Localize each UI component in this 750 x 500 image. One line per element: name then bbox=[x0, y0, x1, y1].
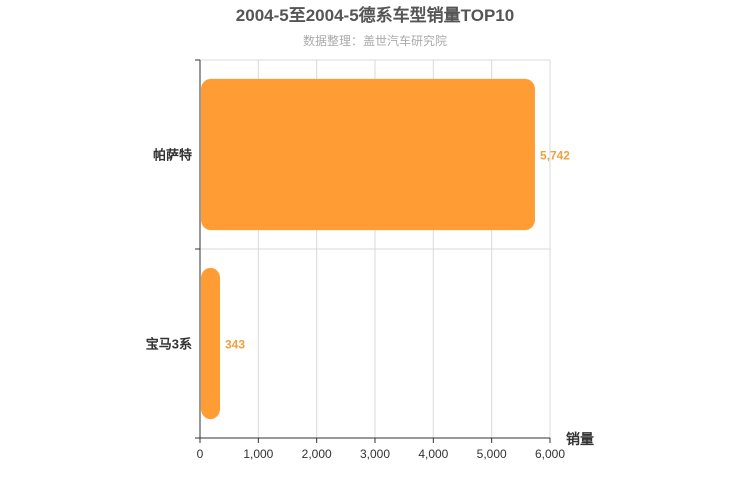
chart-title: 2004-5至2004-5德系车型销量TOP10 bbox=[236, 5, 514, 25]
x-tick-label: 6,000 bbox=[535, 447, 565, 461]
bars bbox=[201, 78, 535, 420]
value-label: 343 bbox=[225, 338, 245, 352]
category-label: 帕萨特 bbox=[153, 148, 192, 163]
x-tick-label: 1,000 bbox=[243, 447, 273, 461]
x-tick-label: 0 bbox=[197, 447, 204, 461]
x-tick-label: 5,000 bbox=[477, 447, 507, 461]
value-labels: 5,742 343 bbox=[225, 149, 570, 352]
x-tick-label: 3,000 bbox=[360, 447, 390, 461]
bar bbox=[201, 78, 535, 231]
chart-subtitle: 数据整理：盖世汽车研究院 bbox=[303, 33, 447, 48]
x-tick-label: 4,000 bbox=[418, 447, 448, 461]
x-axis-name: 销量 bbox=[566, 431, 594, 447]
category-label: 宝马3系 bbox=[146, 337, 192, 352]
x-tick-label: 2,000 bbox=[302, 447, 332, 461]
x-ticks: 0 1,000 2,000 3,000 4,000 5,000 6,000 bbox=[197, 438, 565, 461]
value-label: 5,742 bbox=[540, 149, 570, 163]
bar bbox=[201, 267, 221, 420]
